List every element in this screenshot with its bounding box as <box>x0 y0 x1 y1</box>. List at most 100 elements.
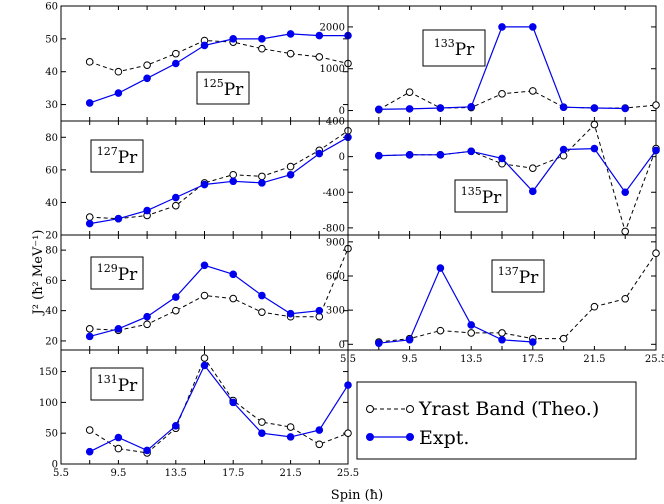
panel-left-3: 20 40 60 80 129Pr <box>45 234 352 351</box>
legend-expt-label: Expt. <box>419 427 469 449</box>
nucleus-element: Pr <box>482 188 502 208</box>
theo-point <box>114 67 123 76</box>
theo-point <box>286 162 295 171</box>
expt-point <box>621 104 630 113</box>
expt-point <box>467 147 476 156</box>
y-tick-label: 400 <box>326 117 345 128</box>
nucleus-label: 131Pr <box>97 373 138 396</box>
legend-box <box>356 381 637 460</box>
expt-point <box>229 35 237 43</box>
expt-point <box>258 429 266 437</box>
y-tick-label: 40 <box>45 67 58 78</box>
theo-point <box>85 426 94 434</box>
theo-point <box>621 294 630 303</box>
y-tick-label: 80 <box>45 133 58 144</box>
theo-point <box>590 120 599 129</box>
x-tick-label: 17.5 <box>222 468 244 479</box>
expt-point <box>467 102 476 111</box>
x-tick-label: 17.5 <box>522 354 544 365</box>
expt-point <box>258 179 266 187</box>
expt-point <box>85 332 94 341</box>
expt-point <box>258 291 266 300</box>
expt-point <box>652 146 660 155</box>
nucleus-mass-number: 135 <box>461 185 482 198</box>
theo-line <box>378 123 657 233</box>
theo-point <box>258 172 266 181</box>
expt-point <box>143 312 151 321</box>
theo-point <box>258 308 266 316</box>
x-tick-label: 9.5 <box>110 468 126 479</box>
theo-line <box>89 248 349 331</box>
theo-point <box>315 440 324 449</box>
expt-line <box>378 266 533 344</box>
theo-point <box>85 325 94 333</box>
theo-point <box>286 423 295 431</box>
nucleus-label-box <box>90 367 144 401</box>
expt-point <box>375 339 383 347</box>
theo-point <box>529 87 537 95</box>
expt-point <box>621 188 630 197</box>
nucleus-element: Pr <box>118 265 138 285</box>
y-tick-label: -400 <box>323 188 345 199</box>
expt-point <box>172 59 180 68</box>
nucleus-mass-number: 133 <box>434 37 455 50</box>
expt-point <box>375 151 383 160</box>
theo-point <box>172 201 180 210</box>
expt-point <box>315 149 324 158</box>
nucleus-label-box <box>454 179 508 213</box>
expt-point <box>315 426 324 434</box>
expt-point <box>529 187 537 196</box>
expt-point <box>258 35 266 43</box>
x-tick-label: 5.5 <box>53 468 69 479</box>
expt-point <box>200 180 209 189</box>
theo-point <box>229 294 237 303</box>
panel-left-2: 20 40 60 80 127Pr <box>45 120 352 242</box>
y-tick-label: 2000 <box>320 22 345 33</box>
expt-point <box>172 421 180 430</box>
expt-point <box>143 206 151 215</box>
nucleus-label: 137Pr <box>498 265 539 288</box>
expt-point <box>498 154 506 163</box>
x-tick-label: 13.5 <box>165 468 187 479</box>
theo-point <box>590 302 599 311</box>
theo-point <box>498 329 506 337</box>
legend-theo-label: Yrast Band (Theo.) <box>418 398 599 420</box>
theo-point <box>652 249 660 258</box>
expt-point <box>405 151 414 159</box>
expt-point <box>143 446 151 455</box>
panel-right-1: 0 1000 2000 133Pr <box>320 5 660 122</box>
nucleus-label-box <box>196 71 250 105</box>
y-tick-label: 0 <box>339 106 345 117</box>
expt-point <box>529 338 537 346</box>
theo-point <box>258 418 266 426</box>
y-tick-label: 600 <box>326 271 345 282</box>
expt-point <box>229 177 237 186</box>
y-tick-label: 900 <box>326 237 345 248</box>
expt-point <box>559 145 568 154</box>
x-tick-label: 13.5 <box>460 354 482 365</box>
expt-line <box>89 136 349 225</box>
expt-point <box>286 309 295 318</box>
theo-point <box>172 306 180 315</box>
y-tick-label: 150 <box>39 367 58 378</box>
expt-point <box>436 104 445 112</box>
expt-point <box>286 30 295 38</box>
theo-point <box>621 227 630 236</box>
theo-point <box>286 49 295 58</box>
expt-point <box>85 219 94 228</box>
x-tick-label: 5.5 <box>340 354 356 365</box>
panel-left-1: 30 40 50 60 125Pr <box>45 2 352 122</box>
nucleus-label-box <box>491 259 545 293</box>
expt-point <box>529 23 537 31</box>
y-tick-label: 20 <box>45 336 58 347</box>
y-tick-label: 0 <box>52 460 58 471</box>
x-tick-label: 9.5 <box>402 354 418 365</box>
nucleus-element: Pr <box>118 376 138 396</box>
expt-point <box>467 321 476 329</box>
expt-point <box>436 264 445 272</box>
legend-theo-marker-left <box>366 405 374 413</box>
x-tick-label: 25.5 <box>645 354 664 365</box>
expt-point <box>498 23 506 31</box>
expt-point <box>405 335 414 344</box>
